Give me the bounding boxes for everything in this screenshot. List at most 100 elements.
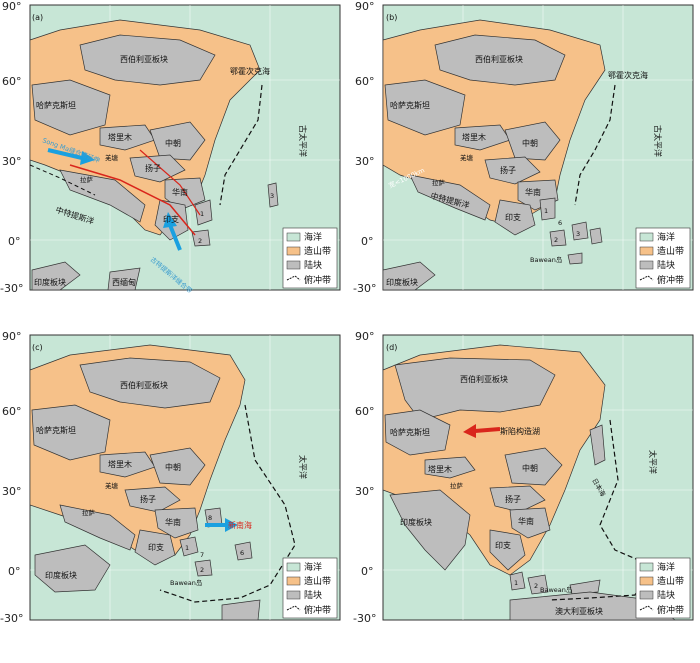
siberia-block xyxy=(79,357,221,409)
yangtze-block xyxy=(489,485,546,513)
lat-tick: -30° xyxy=(0,612,23,625)
lat-tick: 90° xyxy=(355,330,375,343)
label-india: 印度板块 xyxy=(34,277,66,287)
label-north-china: 中朝 xyxy=(165,462,181,472)
label-indochina: 印支 xyxy=(163,214,179,224)
label-siberia: 西伯利亚板块 xyxy=(120,54,168,64)
yangtze-block xyxy=(484,156,541,185)
label-num7: 7 xyxy=(200,551,204,559)
legend-orogen: 造山带 xyxy=(304,245,331,257)
map-d: (d) 西伯利亚板块 斯陷构造湖 哈萨克斯坦 塔里木 中朝 扬子 华南 印支 拉… xyxy=(353,330,694,625)
lhasa-block xyxy=(59,504,136,551)
suture-line xyxy=(69,164,196,236)
subduction-zone xyxy=(29,164,96,196)
label-siberia: 西伯利亚板块 xyxy=(460,374,508,384)
legend-subduction: 俯冲带 xyxy=(304,604,331,616)
panel-b: (b) 西伯利亚板块 鄂霍次克海 哈萨克斯坦 塔里木 中朝 扬子 华南 印支 羌… xyxy=(350,0,700,330)
label-new-south-sea: 新南海 xyxy=(228,520,252,530)
label-lhasa: 拉萨 xyxy=(432,178,446,187)
label-tarim: 塔里木 xyxy=(462,132,486,142)
lat-tick: 0° xyxy=(361,565,374,578)
label-india: 印度板块 xyxy=(45,570,77,580)
legend-subduction: 俯冲带 xyxy=(657,604,684,616)
lat-tick: 30° xyxy=(355,155,375,168)
lat-tick: -30° xyxy=(353,612,376,625)
kazakh-block xyxy=(31,404,111,461)
legend-subduction: 俯冲带 xyxy=(657,274,684,286)
lat-tick: 60° xyxy=(355,75,375,88)
lat-tick: 90° xyxy=(2,330,22,343)
kazakh-block xyxy=(384,79,466,136)
red-arrow xyxy=(474,427,501,433)
lat-tick: 90° xyxy=(355,0,375,13)
legend-block: 陆块 xyxy=(304,259,322,271)
lat-tick: 60° xyxy=(2,405,22,418)
legend-block: 陆块 xyxy=(304,589,322,601)
label-indochina: 印支 xyxy=(495,540,511,550)
label-qiangtang: 羌塘 xyxy=(105,153,119,162)
blue-arrow-head xyxy=(163,212,177,228)
island-1 xyxy=(179,536,199,557)
label-kazakh: 哈萨克斯坦 xyxy=(390,427,430,437)
label-south-china: 华南 xyxy=(172,187,188,197)
siberia-block xyxy=(394,357,556,421)
lat-tick: 60° xyxy=(355,405,375,418)
label-num2: 2 xyxy=(554,236,558,244)
burma-block xyxy=(107,267,141,291)
south-china-block xyxy=(164,177,206,211)
island-1 xyxy=(539,197,556,221)
legend: 海洋 造山带 陆块 俯冲带 xyxy=(282,557,338,619)
subduction-zone xyxy=(549,419,651,601)
legend-ocean: 海洋 xyxy=(304,231,322,243)
label-num3: 3 xyxy=(270,192,274,200)
panel-a: (a) 西伯利亚板块 鄂霍次克海 哈萨克斯坦 塔里木 中朝 扬子 华南 印支 羌… xyxy=(0,0,350,330)
yangtze-block xyxy=(124,486,181,513)
kazakh-block xyxy=(31,79,111,136)
panel-tag: (a) xyxy=(32,13,43,22)
label-kazakh: 哈萨克斯坦 xyxy=(36,425,76,435)
lat-tick: 30° xyxy=(355,485,375,498)
label-indochina: 印支 xyxy=(148,542,164,552)
label-tarim: 塔里木 xyxy=(428,464,452,474)
label-num6: 6 xyxy=(558,219,562,227)
label-lhasa: 拉萨 xyxy=(450,481,464,490)
label-num2: 2 xyxy=(200,566,204,574)
legend: 海洋 造山带 陆块 俯冲带 xyxy=(635,227,691,289)
map-c: (c) 西伯利亚板块 哈萨克斯坦 塔里木 中朝 扬子 华南 印支 羌塘 拉萨 太… xyxy=(0,330,341,625)
label-qiangtang: 羌塘 xyxy=(105,481,119,490)
label-num2: 2 xyxy=(198,237,202,245)
island-6 xyxy=(234,541,253,561)
legend-ocean: 海洋 xyxy=(304,561,322,573)
kazakh-block xyxy=(384,409,451,456)
map-b: (b) 西伯利亚板块 鄂霍次克海 哈萨克斯坦 塔里木 中朝 扬子 华南 印支 羌… xyxy=(353,0,694,295)
label-kazakh: 哈萨克斯坦 xyxy=(390,100,430,110)
island-bottom xyxy=(221,599,261,621)
lhasa-block xyxy=(409,174,491,221)
label-bawean: Bawean岛 xyxy=(530,255,562,264)
south-china-block xyxy=(154,507,199,539)
panel-tag: (c) xyxy=(32,343,43,352)
legend-orogen: 造山带 xyxy=(657,245,684,257)
legend-orogen: 造山带 xyxy=(304,575,331,587)
label-pacific: 太平洋 xyxy=(298,455,308,479)
lat-tick: 90° xyxy=(2,0,22,13)
suture-line xyxy=(139,149,201,216)
label-num1: 1 xyxy=(185,544,189,552)
panel-c: (c) 西伯利亚板块 哈萨克斯坦 塔里木 中朝 扬子 华南 印支 羌塘 拉萨 太… xyxy=(0,330,350,659)
island-2 xyxy=(191,229,211,247)
label-num1: 1 xyxy=(200,210,204,218)
label-lhasa: 拉萨 xyxy=(82,508,96,517)
lat-tick: -30° xyxy=(0,282,23,295)
indochina-block xyxy=(489,529,526,571)
label-okhotsk: 鄂霍次克海 xyxy=(230,66,270,76)
legend-block: 陆块 xyxy=(657,589,675,601)
label-tarim: 塔里木 xyxy=(108,459,132,469)
india-block xyxy=(31,261,81,291)
lat-tick: 0° xyxy=(361,235,374,248)
label-india: 印度板块 xyxy=(400,517,432,527)
legend: 海洋 造山带 陆块 俯冲带 xyxy=(635,557,691,619)
island-bawean xyxy=(569,579,601,595)
label-paleo-pacific: 古太平洋 xyxy=(298,125,308,157)
india-block xyxy=(389,489,471,571)
yangtze-block xyxy=(129,154,186,183)
